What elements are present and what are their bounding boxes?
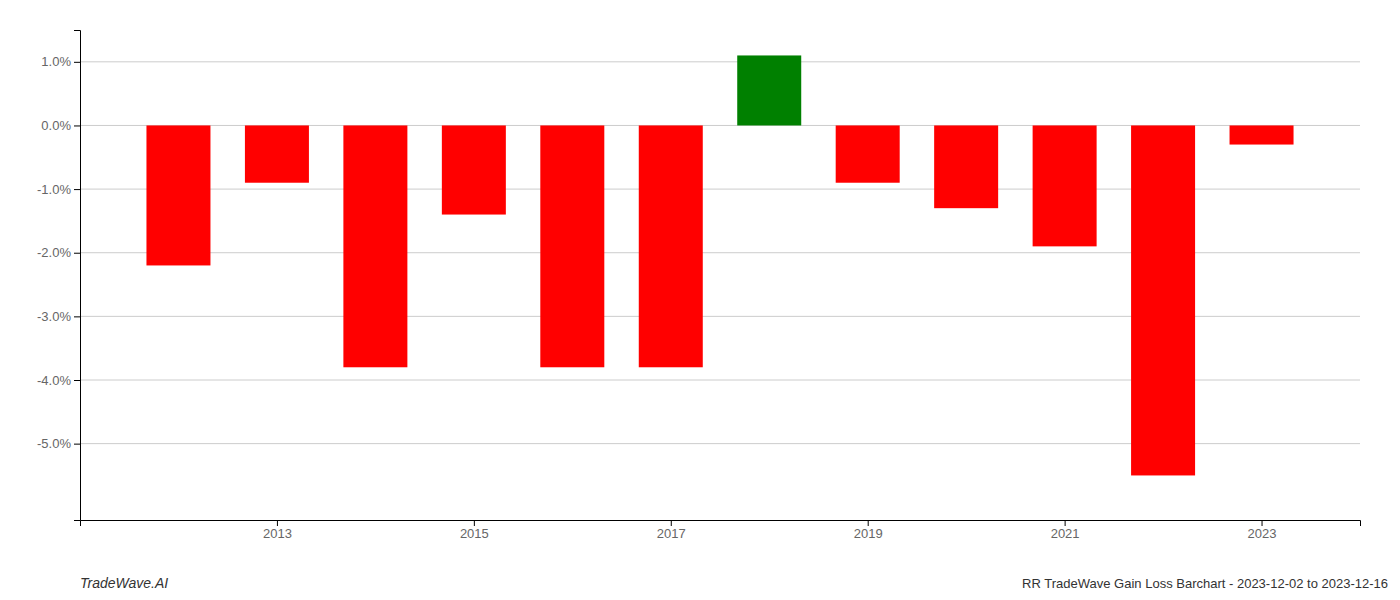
tick-label: 0.0% [41,118,71,133]
bar [343,125,407,367]
tick-label: 2021 [1051,526,1080,541]
bar [836,125,900,182]
footer-right: RR TradeWave Gain Loss Barchart - 2023-1… [1022,576,1388,591]
axis-line [81,521,1361,527]
bar [639,125,703,367]
y-tick: -1.0% [37,182,80,197]
y-tick: 0.0% [41,118,80,133]
bar [934,125,998,208]
tick-label: -1.0% [37,182,71,197]
axis-line [74,31,81,521]
tick-mark [74,189,80,190]
bar [540,125,604,367]
bar [1033,125,1097,246]
tick-label: 2013 [263,526,292,541]
y-tick: -3.0% [37,309,80,324]
x-tick: 2015 [460,520,489,541]
tick-label: -5.0% [37,436,71,451]
tick-mark [868,520,869,526]
tick-mark [74,62,80,63]
tick-label: 2015 [460,526,489,541]
tick-mark [74,444,80,445]
bar [245,125,309,182]
tick-mark [74,316,80,317]
y-tick: -2.0% [37,245,80,260]
tick-mark [277,520,278,526]
tick-mark [1262,520,1263,526]
grid-line [80,61,1360,62]
footer-left: TradeWave.AI [80,575,168,591]
tick-label: -2.0% [37,245,71,260]
tick-mark [74,380,80,381]
x-tick: 2019 [854,520,883,541]
tick-label: -3.0% [37,309,71,324]
bar [442,125,506,214]
tick-mark [1065,520,1066,526]
x-tick: 2017 [657,520,686,541]
y-tick: 1.0% [41,54,80,69]
x-tick: 2023 [1248,520,1277,541]
tick-mark [671,520,672,526]
tick-label: 2019 [854,526,883,541]
x-tick: 2021 [1051,520,1080,541]
tick-mark [474,520,475,526]
tick-label: 2023 [1248,526,1277,541]
tick-mark [74,125,80,126]
y-tick: -4.0% [37,373,80,388]
bar [146,125,210,265]
x-axis: 2013 2015 2017 2019 2021 2023 [81,520,1361,541]
tick-label: -4.0% [37,373,71,388]
plot-area [146,55,1293,475]
y-axis: -5.0% -4.0% -3.0% -2.0% -1.0% 0.0% 1.0% [37,31,80,521]
bar [1230,125,1294,144]
tick-label: 2017 [657,526,686,541]
bar [737,55,801,125]
bar [1131,125,1195,475]
tick-mark [74,253,80,254]
chart: 201320152017201920212023-5.0%-4.0%-3.0%-… [0,0,1400,600]
y-tick: -5.0% [37,436,80,451]
x-tick: 2013 [263,520,292,541]
tick-label: 1.0% [41,54,71,69]
